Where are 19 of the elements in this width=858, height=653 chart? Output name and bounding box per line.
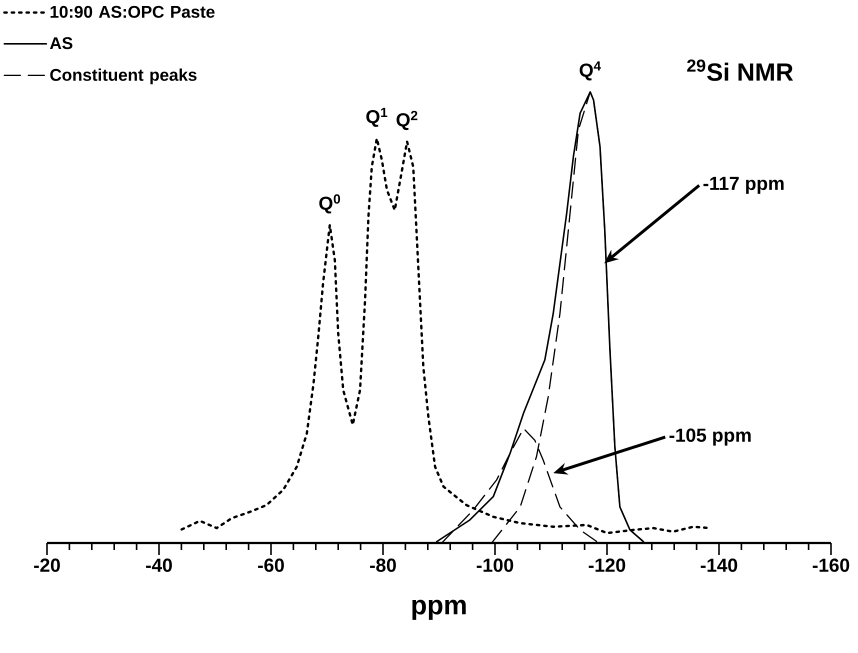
annotation: Q$^{1}$ [366, 108, 388, 127]
annotation: Q$^{4}$ [580, 61, 601, 80]
legend-label: 10:90 AS:OPC Paste [50, 6, 215, 18]
x-tick-label: -60 [258, 558, 284, 572]
annotation: -117 ppm [703, 176, 784, 194]
legend-label: AS [50, 37, 72, 50]
legend-label: Constituent peaks [50, 68, 197, 84]
x-tick-label: -40 [146, 558, 172, 572]
annotation: Q$^{2}$ [396, 110, 418, 130]
annotation: Q$^{0}$ [319, 194, 340, 214]
chart-title: $^{29}$Si NMR [687, 59, 794, 81]
x-tick-label: -80 [370, 558, 396, 572]
x-tick-label: -160 [812, 558, 850, 572]
x-tick-label: -140 [700, 558, 738, 572]
annotation: -105 ppm [669, 428, 751, 446]
x-tick-label: -120 [588, 558, 626, 572]
x-tick-label: -100 [476, 558, 514, 572]
x-tick-label: -20 [34, 558, 60, 572]
x-axis-title: ppm [412, 600, 466, 620]
